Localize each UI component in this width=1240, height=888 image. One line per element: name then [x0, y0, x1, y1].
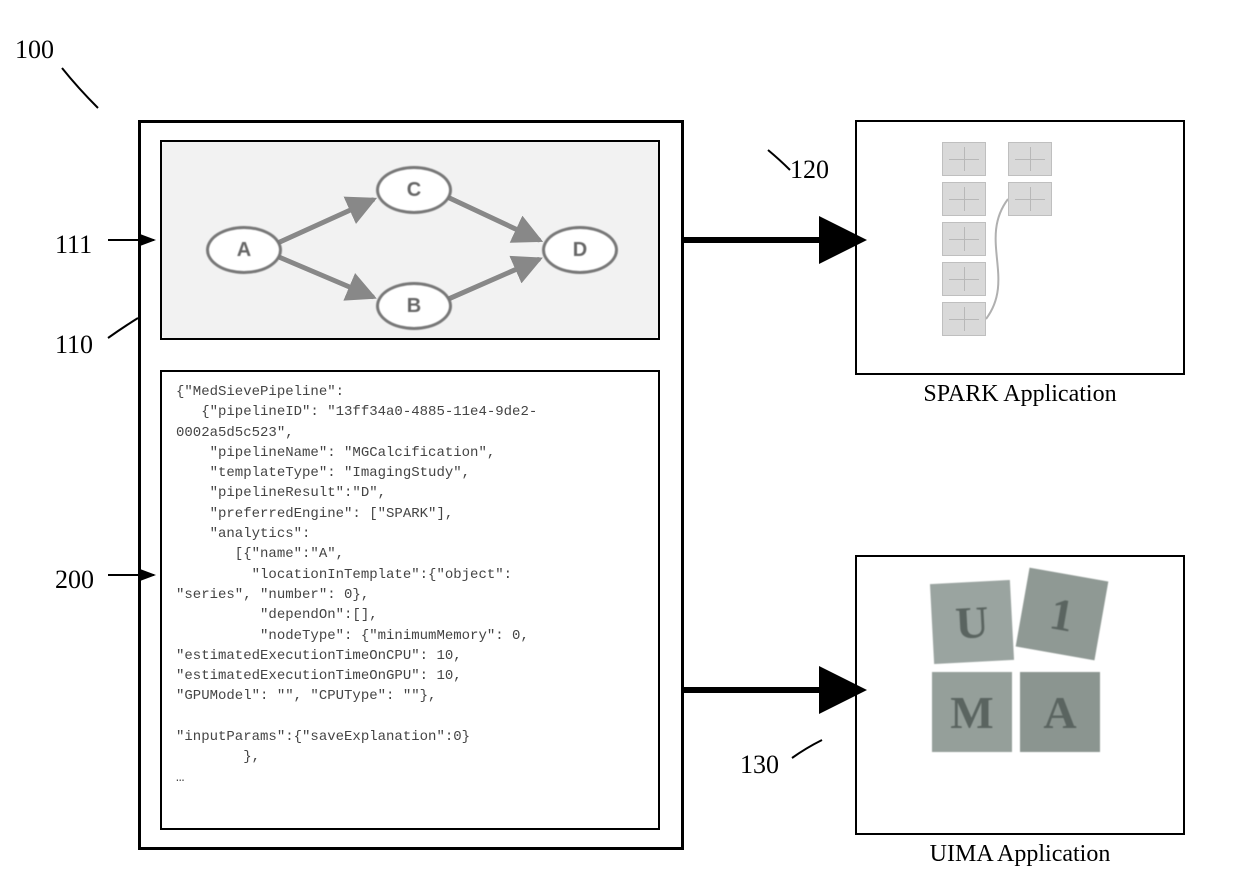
dag-node-D: D — [542, 226, 618, 274]
spark-thumb — [942, 142, 986, 176]
spark-thumb — [942, 302, 986, 336]
ref-111: 111 — [55, 230, 92, 260]
uima-tile-1: 1 — [1016, 568, 1109, 661]
diagram-canvas: A C B D {"MedSievePipeline": {"pipelineID":… — [0, 0, 1240, 888]
dag-background: A C B D — [162, 142, 658, 338]
spark-thumb — [942, 182, 986, 216]
spark-app-box — [855, 120, 1185, 375]
ref-110: 110 — [55, 330, 93, 360]
uima-tile-A: A — [1020, 672, 1100, 752]
json-text: {"MedSievePipeline": {"pipelineID": "13f… — [176, 384, 537, 786]
dag-node-A: A — [206, 226, 282, 274]
spark-thumb — [1008, 142, 1052, 176]
spark-app-label: SPARK Application — [855, 381, 1185, 408]
dag-node-C: C — [376, 166, 452, 214]
dag-panel: A C B D — [160, 140, 660, 340]
uima-tile-U: U — [930, 580, 1014, 664]
uima-app-label: UIMA Application — [855, 841, 1185, 868]
uima-tile-M: M — [932, 672, 1012, 752]
ref-120: 120 — [790, 155, 829, 185]
spark-thumb — [1008, 182, 1052, 216]
ref-130: 130 — [740, 750, 779, 780]
uima-app-box: U1MA — [855, 555, 1185, 835]
ref-100: 100 — [15, 35, 54, 65]
spark-thumb — [942, 222, 986, 256]
dag-node-B: B — [376, 282, 452, 330]
spark-thumb — [942, 262, 986, 296]
ref-200: 200 — [55, 565, 94, 595]
json-panel: {"MedSievePipeline": {"pipelineID": "13f… — [160, 370, 660, 830]
